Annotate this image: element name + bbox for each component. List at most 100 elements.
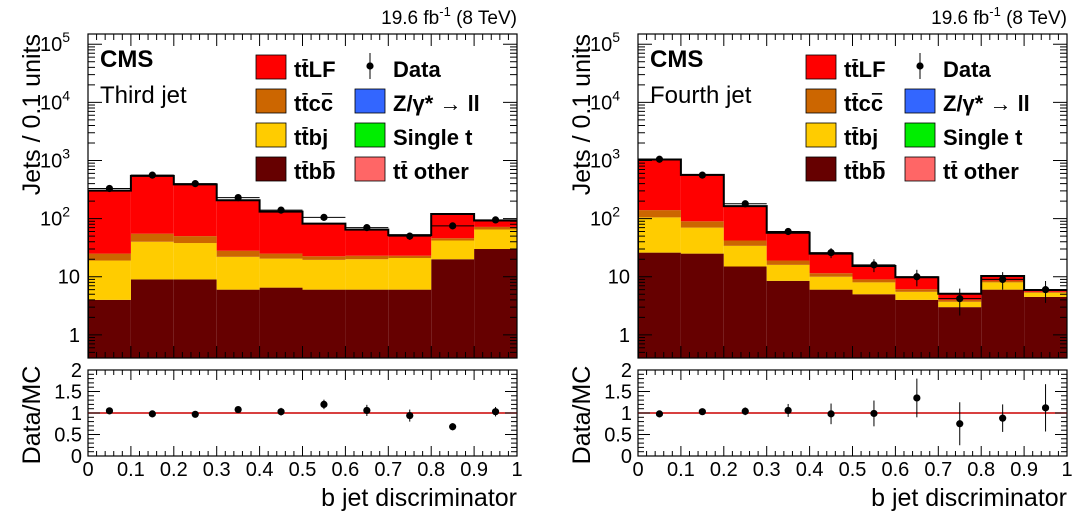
panel-1-legend-swatch-ttbj <box>255 122 287 148</box>
panel-1-ytick-label-1: 10 <box>58 267 80 289</box>
panel-1-ytick-label-0: 1 <box>69 325 80 347</box>
panel-1-bar-ttbj-3 <box>216 256 260 290</box>
panel-1-bar-ttbj-6 <box>345 259 389 290</box>
panel-2-ratio-point-3 <box>784 406 792 415</box>
panel-2-ytick-label-sup-4: 4 <box>612 87 620 103</box>
panel-2-legend-label-ttlf-text: ttLF <box>844 57 886 82</box>
panel-1-legend-label-singlet: Single t <box>393 125 473 150</box>
panel-2-data-point-3 <box>784 227 792 236</box>
panel-1-ratio-tick-label-0: 0 <box>71 446 82 468</box>
panel-2-xtick-label-4: 0.4 <box>796 459 824 481</box>
panel-2-legend-label-ttcc-part-0: t <box>844 91 852 116</box>
panel-2-ytick-label-base-1: 10 <box>608 267 630 289</box>
panel-2-xtick-label-6: 0.6 <box>881 459 909 481</box>
panel-1-legend-label-ttcc-part-3: c <box>321 91 333 116</box>
panel-2-ratio-point-9 <box>1041 404 1050 412</box>
panel-1-ratio-point-4 <box>277 408 285 416</box>
panel-2-bar-ttbj-5 <box>852 282 896 295</box>
panel-2-ytick-label-base-3: 10 <box>590 150 612 172</box>
panel-2-legend-label-singlet: Single t <box>943 125 1023 150</box>
panel-1-bar-ttLF-3 <box>216 200 260 251</box>
panel-1-data-point-0 <box>105 184 114 193</box>
panel-2-legend-label-ttcc-part-1: t <box>851 91 859 116</box>
panel-1-bar-ttbb-5 <box>302 289 346 358</box>
panel-1-bar-ttLF-5 <box>302 224 346 257</box>
panel-2-legend-label-ttother-part-0: t <box>943 159 951 184</box>
panel-2-legend-label-ttbb-text: ttbb <box>844 159 886 184</box>
panel-1-ytick-label-sup-5: 5 <box>62 29 70 45</box>
panel-2-ratio-point-7 <box>956 420 964 428</box>
panel-1-y-axis-title: Jets / 0.1 units <box>18 34 46 195</box>
panel-2-legend-label-ttother-part-1: t <box>950 159 958 184</box>
panel-1-bar-ttcc-7 <box>388 255 432 259</box>
panel-1-ratio-tick-label-1: 0.5 <box>54 425 82 447</box>
panel-2-ytick-label-base-0: 1 <box>619 325 630 347</box>
panel-2-ytick-label-base-2: 10 <box>590 209 612 231</box>
panel-1-cms-label: CMS <box>100 46 153 73</box>
panel-2-xtick-label-5: 0.5 <box>839 459 867 481</box>
panel-2-data-point-7 <box>956 295 964 303</box>
panel-2-bar-ttbb-1 <box>680 253 724 358</box>
panel-2-ratio: 00.511.52 Data/MC <box>568 360 1068 468</box>
panel-2-ratio-point-6 <box>913 394 921 402</box>
panel-1-bar-ttLF-4 <box>259 211 303 254</box>
panel-1-bar-ttcc-0 <box>88 253 131 261</box>
panel-2-legend-label-ttlf: ttLF <box>844 57 886 82</box>
panel-1-legend-label-ttbb-part-3: b <box>322 159 335 184</box>
panel-2-bar-ttLF-4 <box>809 254 853 274</box>
panel-1-luminosity: 19.6 fb-1 (8 TeV) <box>381 4 517 29</box>
panel-1-ytick-label-sup-4: 4 <box>62 87 70 103</box>
panel-2-bar-ttbb-7 <box>938 307 982 358</box>
panel-2-legend-label-ttbb-part-0: t <box>844 159 852 184</box>
panel-1-data-point-9 <box>491 216 500 224</box>
panel-1-xtick-label-1: 0.1 <box>117 459 145 481</box>
panel-2-legend-label-ttcc-text: ttcc <box>844 91 883 116</box>
panel-1-ytick-label-2: 102 <box>40 204 70 231</box>
panel-1-bar-ttbj-4 <box>259 258 303 288</box>
panel-2-ytick-label-sup-2: 2 <box>612 204 620 220</box>
panel-2-bar-ttcc-0 <box>638 210 681 218</box>
panel-2-bar-ttcc-2 <box>723 240 767 246</box>
panel-1-ratio-y-axis-title: Data/MC <box>18 366 46 465</box>
panel-1-legend-label-zll: Z/γ* → ll <box>393 91 480 116</box>
panel-1-xtick-label-2: 0.2 <box>160 459 188 481</box>
panel-2-bar-ttbb-2 <box>723 266 767 358</box>
panel-2-lumi-energy: (8 TeV) <box>1001 8 1067 29</box>
panel-2-legend-label-ttlf-part-2: LF <box>859 57 886 82</box>
panel-2-ratio-point-8 <box>999 414 1007 422</box>
panel-1-bar-ttcc-4 <box>259 253 303 259</box>
panel-2-xtick-label-8: 0.8 <box>967 459 995 481</box>
panel-2-legend-swatch-singlet <box>904 122 936 148</box>
panel-2-bar-ttcc-3 <box>766 260 810 265</box>
panel-1-data-point-5 <box>320 213 328 221</box>
panel-2-cms-label: CMS <box>650 46 703 73</box>
panel-1-legend-label-ttbj-part-0: t <box>294 125 302 150</box>
panel-2-ratio-point-2 <box>741 407 749 415</box>
panel-2-data-point-8 <box>999 275 1007 284</box>
panel-1-legend-label-ttbb: ttbb <box>294 159 336 184</box>
panel-1-legend-label-ttlf: ttLF <box>294 57 336 82</box>
panel-2-xtick-label-7: 0.7 <box>924 459 952 481</box>
panel-1-ytick-label-base-4: 10 <box>40 92 62 114</box>
panel-2-jet-label: Fourth jet <box>650 82 752 109</box>
panel-1-bar-ttbj-9 <box>474 229 517 250</box>
panel-1-legend-label-ttbb-part-1: t <box>301 159 309 184</box>
panel-1-bar-ttcc-9 <box>474 226 517 230</box>
panel-1-legend-label-ttbj-part-2: bj <box>309 125 329 150</box>
panel-1-bar-ttbj-0 <box>88 260 131 300</box>
panel-1-legend-label-ttother: tt other <box>393 159 469 184</box>
panel-1-xtick-label-6: 0.6 <box>331 459 359 481</box>
panel-2-bar-ttbb-8 <box>981 289 1025 358</box>
panel-2-legend-swatch-ttbb <box>805 156 837 182</box>
panel-2-bar-ttcc-5 <box>852 279 896 283</box>
panel-1-bar-ttbb-8 <box>431 259 475 358</box>
panel-1-xtick-label-8: 0.8 <box>417 459 445 481</box>
panel-2-ratio-y-axis-title: Data/MC <box>568 366 596 465</box>
panel-1-bar-ttbj-1 <box>130 241 174 280</box>
panel-2-bar-ttbj-6 <box>895 291 939 300</box>
panel-2-bar-ttbj-3 <box>766 264 810 281</box>
panel-1-ratio-point-2 <box>191 410 199 418</box>
panel-1-xtick-label-4: 0.4 <box>246 459 274 481</box>
